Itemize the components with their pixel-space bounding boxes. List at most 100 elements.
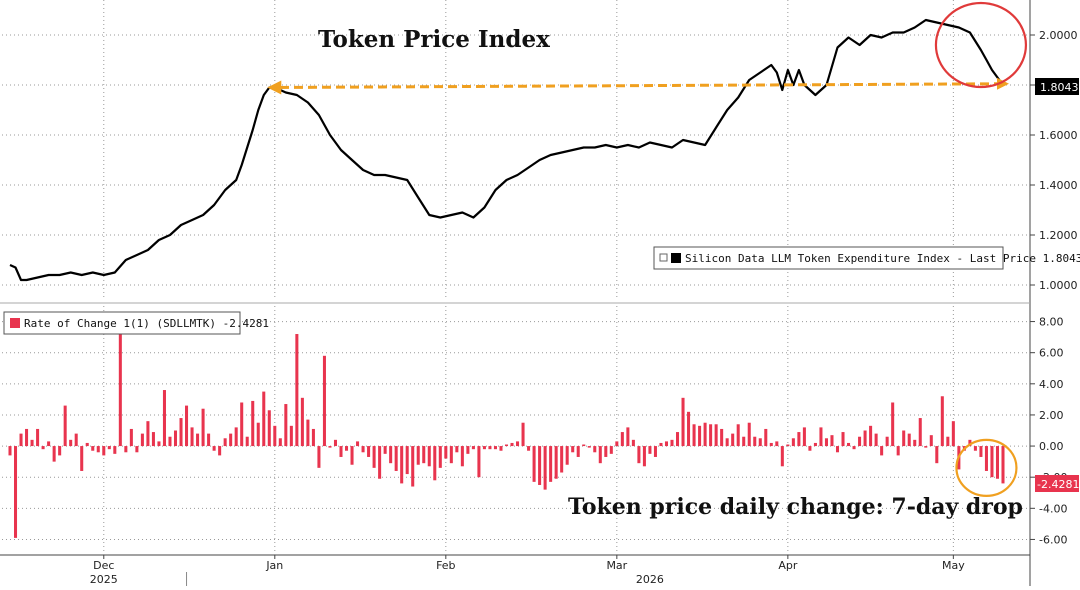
rate-of-change-bar	[400, 446, 403, 483]
rate-of-change-bar	[461, 446, 464, 466]
rate-of-change-bar	[610, 446, 613, 454]
rate-of-change-bar	[450, 446, 453, 463]
rate-of-change-bar	[439, 446, 442, 468]
rate-of-change-bar	[808, 446, 811, 451]
rate-of-change-bar	[682, 398, 685, 446]
rate-of-change-bar	[737, 424, 740, 446]
rate-of-change-bar	[477, 446, 480, 477]
rate-of-change-bar	[516, 441, 519, 446]
bottom-y-axis: -6.00-4.00-2.000.002.004.006.008.00	[1030, 316, 1067, 547]
rate-of-change-bar	[764, 429, 767, 446]
rate-of-change-bar	[455, 446, 458, 452]
rate-of-change-bar	[213, 446, 216, 451]
rate-of-change-bar	[522, 423, 525, 446]
rate-of-change-bar	[698, 426, 701, 446]
rate-of-change-bar	[626, 427, 629, 446]
rate-of-change-bar	[207, 434, 210, 446]
rate-of-change-bar	[378, 446, 381, 479]
rate-of-change-bar	[218, 446, 221, 455]
rate-of-change-bar	[229, 434, 232, 446]
rate-of-change-bar	[533, 446, 536, 482]
rate-of-change-bar	[339, 446, 342, 457]
top-legend-label: Silicon Data LLM Token Expenditure Index…	[685, 252, 1080, 265]
rate-of-change-bar	[323, 356, 326, 446]
rate-of-change-bar	[179, 418, 182, 446]
rate-of-change-bar	[290, 426, 293, 446]
rate-of-change-bar	[268, 410, 271, 446]
rate-of-change-bar	[853, 446, 856, 449]
rate-of-change-bar	[185, 406, 188, 446]
month-label: Feb	[436, 559, 455, 572]
rate-of-change-bar	[362, 446, 365, 452]
last-change-tag: -2.4281	[1035, 475, 1079, 492]
rate-of-change-bar	[202, 409, 205, 446]
rate-of-change-bar	[544, 446, 547, 490]
rate-of-change-bar	[571, 446, 574, 452]
rate-of-change-bar	[295, 334, 298, 446]
rate-of-change-bar	[941, 396, 944, 446]
rate-of-change-bar	[670, 440, 673, 446]
rate-of-change-bar	[124, 446, 127, 452]
bottom-tick-label: 8.00	[1039, 316, 1064, 329]
last-price-label: 1.8043	[1040, 81, 1079, 94]
rate-of-change-bar	[687, 412, 690, 446]
month-label: Dec	[93, 559, 114, 572]
rate-of-change-bar	[775, 441, 778, 446]
year-label: 2026	[636, 573, 664, 586]
rate-of-change-bar	[996, 446, 999, 479]
rate-of-change-bar	[224, 438, 227, 446]
rate-of-change-bar	[720, 429, 723, 446]
rate-of-change-bar	[742, 437, 745, 446]
rate-of-change-bar	[935, 446, 938, 463]
rate-of-change-bar	[858, 437, 861, 446]
rate-of-change-bar	[715, 424, 718, 446]
top-legend: Silicon Data LLM Token Expenditure Index…	[654, 247, 1080, 269]
token-price-line-group	[10, 20, 1003, 280]
bottom-annotation-text: Token price daily change: 7-day drop	[568, 494, 1023, 520]
rate-of-change-bar	[20, 434, 23, 446]
rate-of-change-bar	[367, 446, 370, 457]
rate-of-change-bar	[257, 423, 260, 446]
rate-of-change-bar	[830, 435, 833, 446]
bottom-tick-label: -6.00	[1039, 533, 1067, 546]
bottom-tick-label: -4.00	[1039, 502, 1067, 515]
rate-of-change-bar	[985, 446, 988, 471]
rate-of-change-bar	[384, 446, 387, 454]
rate-of-change-bar	[676, 432, 679, 446]
rate-of-change-bar	[417, 446, 420, 465]
rate-of-change-bar	[654, 446, 657, 457]
rate-of-change-bar	[301, 398, 304, 446]
top-tick-label: 1.4000	[1039, 179, 1078, 192]
rate-of-change-bar	[389, 446, 392, 463]
rate-of-change-bar	[334, 440, 337, 446]
rate-of-change-bar	[632, 440, 635, 446]
rate-of-change-bar	[825, 438, 828, 446]
rate-of-change-bar	[913, 440, 916, 446]
rate-of-change-bar	[168, 437, 171, 446]
rate-of-change-bar	[8, 446, 11, 455]
rate-of-change-bar	[836, 446, 839, 452]
rate-of-change-bar	[841, 432, 844, 446]
last-change-label: -2.4281	[1037, 478, 1079, 491]
rate-of-change-bar	[599, 446, 602, 463]
rate-of-change-bar	[499, 446, 502, 451]
top-tick-label: 1.0000	[1039, 279, 1078, 292]
rate-of-change-bar	[814, 443, 817, 446]
rate-of-change-bar	[240, 402, 243, 446]
rate-of-change-bar	[141, 434, 144, 446]
rate-of-change-bar	[97, 446, 100, 452]
rate-of-change-bar	[246, 437, 249, 446]
month-label: Mar	[606, 559, 627, 572]
token-price-line	[10, 20, 1003, 280]
rate-of-change-bar	[566, 446, 569, 465]
rate-of-change-bar	[75, 434, 78, 446]
legend-swatch-red	[10, 318, 20, 328]
rate-of-change-bar	[643, 446, 646, 466]
rate-of-change-bar	[731, 434, 734, 446]
rate-of-change-bar	[891, 402, 894, 446]
rate-of-change-bar	[527, 446, 530, 451]
rate-of-change-bar	[163, 390, 166, 446]
rate-of-change-bar	[494, 446, 497, 449]
